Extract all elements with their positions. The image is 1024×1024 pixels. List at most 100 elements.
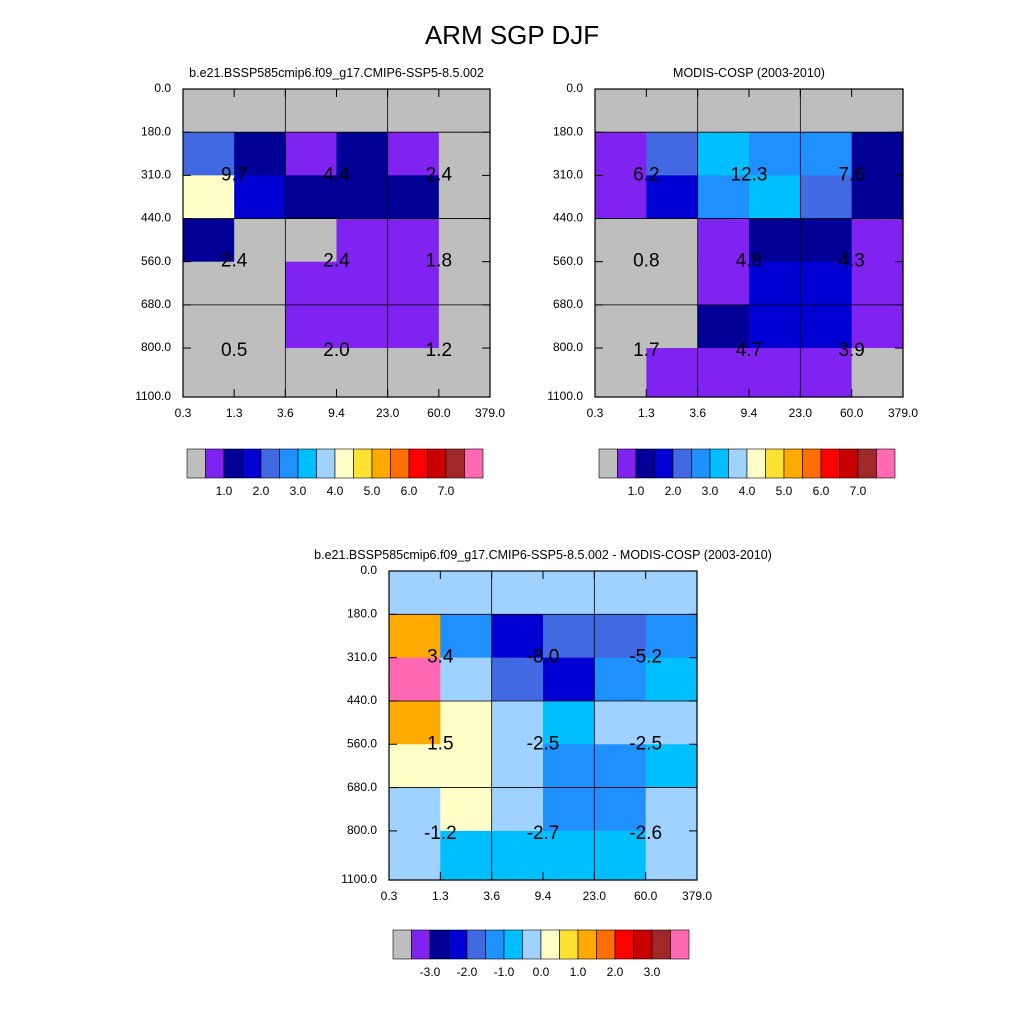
- heatmap-cell: [646, 175, 699, 220]
- value-label: 2.4: [323, 251, 350, 272]
- panel-title: b.e21.BSSP585cmip6.f09_g17.CMIP6-SSP5-8.…: [314, 548, 772, 562]
- y-tick-label: 310.0: [141, 168, 171, 182]
- heatmap-cell: [800, 175, 853, 220]
- heatmap-cell: [285, 348, 338, 398]
- value-label: 4.3: [838, 251, 864, 272]
- y-tick-label: 180.0: [141, 124, 171, 138]
- colorbar-label: 1.0: [570, 965, 587, 979]
- heatmap-cell: [595, 348, 647, 398]
- colorbar: -3.0 -2.0 -1.0 0.0 1.0 2.0 3.0: [392, 929, 690, 979]
- heatmap-cell: [183, 304, 235, 349]
- heatmap-cell: [183, 348, 235, 398]
- y-tick-label: 180.0: [347, 606, 377, 620]
- heatmap-cell: [543, 830, 595, 881]
- heatmap-cell: [749, 218, 801, 263]
- y-tick-label: 310.0: [347, 650, 377, 664]
- heatmap-cell: [543, 700, 595, 745]
- heatmap-cell: [697, 132, 750, 176]
- heatmap-cell: [438, 132, 491, 176]
- colorbar-label: 3.0: [290, 484, 307, 498]
- panel-title: MODIS-COSP (2003-2010): [673, 66, 825, 80]
- y-tick-label: 310.0: [553, 168, 583, 182]
- heatmap-cell: [645, 830, 698, 881]
- heatmap-cell: [491, 744, 544, 789]
- colorbar-swatch: [503, 929, 523, 960]
- heatmap-cell: [387, 175, 440, 220]
- heatmap-cell: [389, 787, 441, 832]
- panel-title: b.e21.BSSP585cmip6.f09_g17.CMIP6-SSP5-8.…: [189, 66, 484, 80]
- panel-2: MODIS-COSP (2003-2010) 0.0 180.0 310.0 440.0…: [547, 66, 918, 498]
- value-label: 7.6: [838, 164, 864, 185]
- colorbar-label: 2.0: [665, 484, 682, 498]
- heatmap-cell: [749, 261, 801, 306]
- colorbar-swatch: [596, 929, 616, 960]
- heatmap-cell: [800, 304, 853, 349]
- heatmap-cell: [438, 175, 491, 220]
- colorbar-swatch: [427, 448, 447, 479]
- colorbar-label: -3.0: [420, 965, 441, 979]
- y-tick-label: 800.0: [141, 340, 171, 354]
- heatmap-cell: [387, 348, 440, 398]
- heatmap-cell: [234, 175, 286, 220]
- heatmap-cell: [543, 571, 595, 615]
- heatmap-cell: [851, 218, 904, 263]
- colorbar-swatch: [691, 448, 711, 479]
- heatmap-cell: [285, 132, 338, 176]
- heatmap-cell: [595, 132, 647, 176]
- heatmap-cell: [440, 657, 493, 702]
- value-label: 1.5: [427, 733, 453, 754]
- x-tick-label: 23.0: [376, 406, 400, 420]
- heatmap-cell: [285, 304, 338, 349]
- panel-3: b.e21.BSSP585cmip6.f09_g17.CMIP6-SSP5-8.…: [314, 548, 772, 979]
- colorbar-label: 1.0: [216, 484, 233, 498]
- heatmap-cell: [336, 261, 389, 306]
- colorbar-swatch: [617, 448, 637, 479]
- heatmap-cell: [389, 830, 441, 881]
- heatmap-cell: [697, 175, 750, 220]
- colorbar-swatch: [392, 929, 412, 960]
- heatmap-cell: [285, 89, 338, 133]
- heatmap-cell: [749, 304, 801, 349]
- heatmap-cell: [697, 89, 750, 133]
- colorbar-swatch: [857, 448, 877, 479]
- heatmap-cell: [645, 657, 698, 702]
- colorbar-swatch: [540, 929, 560, 960]
- colorbar-swatch: [802, 448, 822, 479]
- heatmap-cell: [697, 218, 750, 263]
- colorbar-swatch: [728, 448, 748, 479]
- colorbar-swatch: [670, 929, 690, 960]
- heatmap-cell: [387, 132, 440, 176]
- heatmap-cell: [183, 261, 235, 306]
- heatmap-cell: [183, 175, 235, 220]
- y-tick-label: 560.0: [141, 254, 171, 268]
- heatmap-cell: [800, 89, 853, 133]
- value-label: -2.6: [629, 823, 662, 844]
- value-label: 3.4: [427, 647, 454, 668]
- heatmap-cell: [336, 348, 389, 398]
- value-label: 1.7: [633, 340, 659, 361]
- colorbar-label: 3.0: [702, 484, 719, 498]
- heatmap-cell: [851, 89, 904, 133]
- heatmap-cell: [851, 304, 904, 349]
- heatmap-cell: [645, 700, 698, 745]
- heatmap-cell: [389, 614, 441, 659]
- colorbar: 1.0 2.0 3.0 4.0 5.0 6.0 7.0: [598, 448, 896, 498]
- x-tick-label: 0.3: [381, 889, 398, 903]
- heatmap-cell: [851, 261, 904, 306]
- value-label: 2.4: [426, 164, 453, 185]
- heatmap-cell: [595, 218, 647, 263]
- heatmap-cell: [594, 830, 647, 881]
- colorbar-swatch: [577, 929, 597, 960]
- heatmap-cell: [234, 348, 286, 398]
- colorbar-label: -2.0: [457, 965, 478, 979]
- colorbar-swatch: [279, 448, 299, 479]
- heatmap-cell: [646, 304, 699, 349]
- x-tick-label: 379.0: [682, 889, 712, 903]
- colorbar-swatch: [522, 929, 542, 960]
- colorbar-label: 1.0: [628, 484, 645, 498]
- x-tick-label: 1.3: [226, 406, 243, 420]
- colorbar-swatch: [353, 448, 373, 479]
- value-label: -2.5: [527, 733, 560, 754]
- heatmap-cell: [438, 218, 491, 263]
- heatmap-cell: [389, 657, 441, 702]
